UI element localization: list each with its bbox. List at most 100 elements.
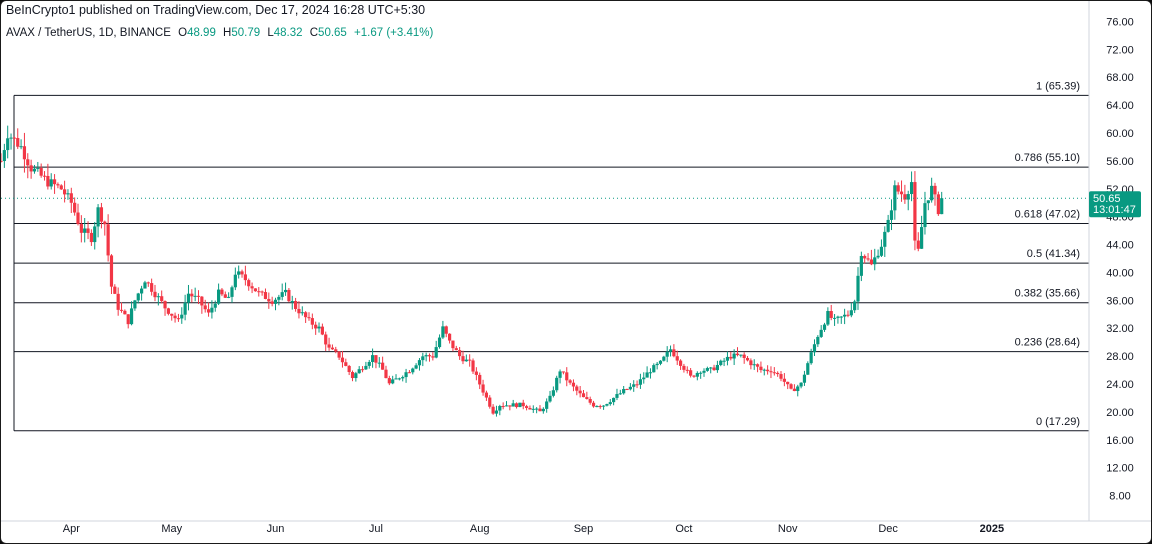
candle-body: [909, 182, 914, 195]
x-tick-label: May: [161, 523, 182, 535]
candle-body: [782, 378, 786, 382]
candle-body: [444, 326, 448, 334]
candle-body: [689, 370, 693, 376]
candle-body: [555, 377, 559, 391]
candle-body: [481, 384, 485, 393]
candle-body: [404, 372, 408, 378]
candle-body: [310, 318, 314, 325]
candle-body: [206, 309, 211, 313]
candle-body: [324, 334, 328, 345]
candle-body: [665, 351, 669, 357]
candle-body: [233, 274, 237, 288]
y-tick-label: 20.00: [1106, 407, 1134, 419]
candle-body: [796, 386, 800, 392]
candle-body: [52, 179, 57, 185]
candle-body: [42, 175, 47, 177]
y-tick-label: 40.00: [1106, 267, 1134, 279]
candle-body: [49, 179, 53, 187]
candle-body: [126, 314, 130, 325]
symbol-name[interactable]: AVAX / TetherUS, 1D, BINANCE: [6, 27, 171, 39]
candle-body: [702, 370, 706, 373]
candle-body: [451, 340, 455, 349]
y-tick-label: 60.00: [1106, 128, 1134, 140]
candle-body: [826, 311, 830, 325]
candle-body: [140, 288, 144, 294]
candle-body: [200, 296, 204, 306]
candle-body: [524, 406, 529, 408]
y-tick-label: 72.00: [1106, 44, 1134, 56]
candle-body: [799, 382, 803, 387]
candle-body: [749, 360, 753, 366]
candle-body: [76, 212, 80, 224]
candle-body: [464, 359, 468, 362]
candle-body: [889, 210, 894, 220]
candle-body: [672, 349, 676, 357]
candle-body: [113, 286, 117, 294]
high-value: 50.79: [231, 27, 261, 39]
candle-body: [478, 374, 482, 385]
candle-body: [886, 219, 890, 232]
fib-level-label: 0.618 (47.02): [1015, 209, 1080, 221]
candle-body: [260, 291, 264, 293]
candle-body: [739, 354, 743, 356]
candle-body: [561, 371, 566, 373]
candle-body: [662, 356, 666, 361]
candle-body: [812, 344, 817, 353]
fib-level-label: 0 (17.29): [1036, 416, 1080, 428]
candle-body: [578, 390, 582, 394]
candle-body: [846, 314, 850, 316]
low-label: L: [267, 27, 274, 39]
candle-body: [869, 259, 873, 265]
candle-body: [163, 301, 167, 309]
x-tick-label: Sep: [574, 523, 594, 535]
candle-body: [109, 255, 114, 287]
candle-body: [642, 377, 646, 380]
candle-body: [223, 294, 227, 298]
candle-body: [595, 406, 599, 408]
candle-body: [367, 361, 371, 366]
candle-body: [427, 355, 432, 357]
x-tick-label: Dec: [878, 523, 898, 535]
candle-body: [377, 362, 381, 364]
candle-body: [829, 311, 833, 318]
symbol-legend: AVAX / TetherUS, 1D, BINANCE O48.99 H50.…: [6, 27, 433, 39]
candle-body: [22, 146, 27, 160]
candle-body: [853, 301, 857, 311]
candle-body: [926, 200, 930, 204]
candle-body: [535, 408, 539, 410]
candle-body: [129, 308, 134, 325]
y-tick-label: 16.00: [1106, 435, 1134, 447]
x-tick-label: Apr: [63, 523, 80, 535]
candle-body: [63, 189, 67, 195]
candle-body: [417, 360, 422, 366]
candle-body: [504, 405, 509, 407]
candle-body: [605, 404, 609, 406]
candle-body: [277, 296, 281, 300]
candle-body: [491, 406, 495, 414]
candle-body: [511, 403, 515, 407]
y-tick-label: 56.00: [1106, 156, 1134, 168]
candle-body: [906, 194, 910, 200]
candle-body: [776, 372, 780, 375]
candle-body: [180, 314, 184, 319]
candle-body: [585, 397, 589, 399]
candle-body: [612, 397, 616, 403]
candle-body: [350, 372, 355, 379]
candle-body: [96, 207, 100, 227]
candle-body: [568, 380, 572, 383]
candle-body: [414, 365, 418, 369]
candle-body: [250, 286, 254, 289]
candle-body: [501, 406, 505, 408]
candle-body: [558, 371, 562, 378]
candle-body: [196, 295, 201, 297]
candle-body: [836, 316, 840, 318]
candle-body: [73, 202, 77, 213]
candle-body: [340, 357, 345, 363]
y-tick-label: 24.00: [1106, 379, 1134, 391]
candle-body: [551, 390, 555, 396]
candle-body: [819, 329, 823, 337]
fib-level-label: 1 (65.39): [1036, 80, 1080, 92]
candle-body: [779, 374, 783, 379]
candle-body: [447, 333, 452, 341]
